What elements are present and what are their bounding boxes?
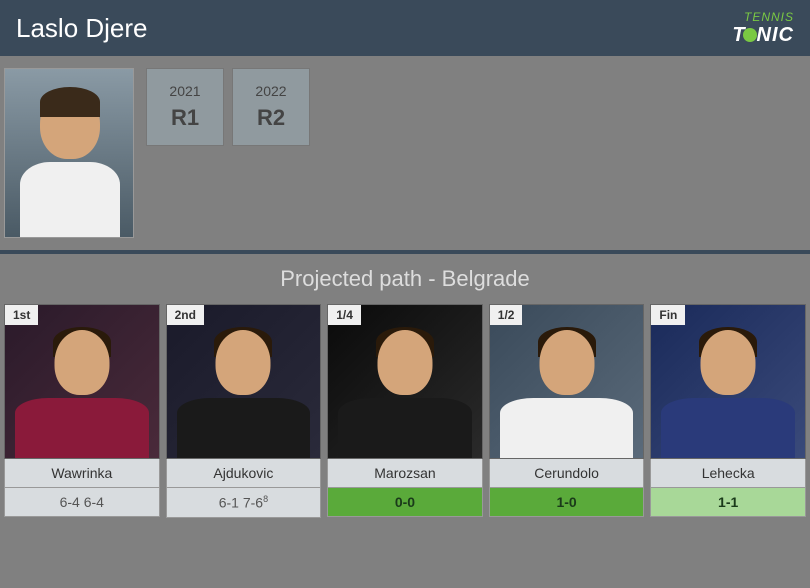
round-badge: 2nd (167, 305, 204, 325)
h2h-score: 0-0 (327, 488, 483, 517)
opponent-name: Marozsan (327, 459, 483, 488)
opponent-photo: 1/4 (327, 304, 483, 459)
logo-bottom-text: TNIC (732, 24, 794, 46)
site-logo: TENNIS TNIC (732, 10, 794, 47)
opponent-name: Lehecka (650, 459, 806, 488)
opponent-face-shape (539, 330, 594, 395)
opponent-name: Cerundolo (489, 459, 645, 488)
header: Laslo Djere TENNIS TNIC (0, 0, 810, 56)
tennis-ball-icon (743, 28, 757, 42)
opponent-photo: 1st (4, 304, 160, 459)
player-body-shape (20, 162, 120, 237)
opponent-photo: Fin (650, 304, 806, 459)
match-card: 1/2 Cerundolo1-0 (489, 304, 645, 518)
player-photo (4, 68, 134, 238)
match-card: 2nd Ajdukovic6-1 7-68 (166, 304, 322, 518)
opponent-face-shape (701, 330, 756, 395)
opponent-photo: 1/2 (489, 304, 645, 459)
year-result: R1 (171, 105, 199, 131)
opponent-body-shape (338, 398, 472, 458)
year-box: 2021 R1 (146, 68, 224, 146)
opponent-body-shape (500, 398, 634, 458)
opponent-body-shape (177, 398, 311, 458)
year-result: R2 (257, 105, 285, 131)
player-name-title: Laslo Djere (16, 13, 148, 44)
match-card: 1/4 Marozsan0-0 (327, 304, 483, 518)
round-badge: 1/2 (490, 305, 523, 325)
year-history-row: 2021 R1 2022 R2 (146, 68, 310, 238)
opponent-name: Ajdukovic (166, 459, 322, 488)
h2h-score: 1-0 (489, 488, 645, 517)
year-box: 2022 R2 (232, 68, 310, 146)
h2h-score: 1-1 (650, 488, 806, 517)
tiebreak-superscript: 8 (263, 494, 268, 504)
opponent-name: Wawrinka (4, 459, 160, 488)
match-card: 1st Wawrinka6-4 6-4 (4, 304, 160, 518)
opponent-face-shape (377, 330, 432, 395)
h2h-score: 6-4 6-4 (4, 488, 160, 517)
match-card: Fin Lehecka1-1 (650, 304, 806, 518)
round-badge: 1st (5, 305, 38, 325)
logo-bottom-row: TNIC (732, 24, 794, 47)
opponent-face-shape (216, 330, 271, 395)
round-badge: 1/4 (328, 305, 361, 325)
projected-path-title: Projected path - Belgrade (0, 254, 810, 304)
opponent-face-shape (54, 330, 109, 395)
opponent-photo: 2nd (166, 304, 322, 459)
round-badge: Fin (651, 305, 685, 325)
matches-row: 1stWawrinka6-4 6-42ndAjdukovic6-1 7-681/… (0, 304, 810, 518)
opponent-body-shape (15, 398, 149, 458)
year-label: 2022 (255, 83, 286, 99)
logo-top-text: TENNIS (732, 10, 794, 24)
top-section: 2021 R1 2022 R2 (0, 56, 810, 250)
opponent-body-shape (661, 398, 795, 458)
year-label: 2021 (169, 83, 200, 99)
h2h-score: 6-1 7-68 (166, 488, 322, 518)
